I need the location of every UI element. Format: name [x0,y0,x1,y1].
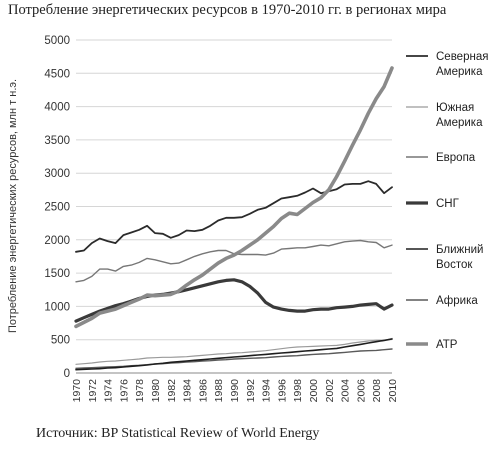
x-tick-label: 1976 [118,379,130,403]
x-tick-label: 1972 [87,379,99,403]
x-tick-label: 2002 [324,379,336,403]
x-tick-labels: 1970 1972 1974 1976 1978 1980 1982 1984 1986 1988… [71,379,399,403]
legend-label: Африка [436,295,478,307]
legend-label: СНГ [436,198,460,210]
y-tick-label: 3500 [44,135,70,147]
series-line-6 [74,66,394,329]
series-line-3 [74,278,394,323]
x-tick-label: 2006 [355,379,367,403]
chart-title: Потребление энергетических ресурсов в 19… [8,2,447,18]
x-tick-label: 1988 [213,379,225,403]
x-tick-label: 1982 [166,379,178,403]
grid-lines [76,39,392,341]
x-tick-label: 1978 [134,379,146,403]
source-note: Источник: BP Statistical Review of World… [36,426,320,441]
y-tick-label: 2000 [44,235,70,247]
legend-label: Северная [436,51,488,63]
legend-label: Америка [436,66,483,78]
x-tick-label: 1990 [229,379,241,403]
x-tick-label: 1986 [197,379,209,403]
x-tick-label: 1996 [276,379,288,403]
x-tick-label: 2008 [371,379,383,403]
x-tick-label: 2010 [387,379,399,403]
y-tick-label: 3000 [44,168,70,180]
x-tick-label: 1994 [261,379,273,403]
legend-label: Ближний [436,244,483,256]
series-line-4 [75,338,393,371]
legend-label: Восток [436,259,473,271]
y-tick-label: 0 [64,368,70,380]
x-tick-label: 1974 [103,379,115,403]
x-tick-label: 1980 [150,379,162,403]
x-tick-label: 1998 [292,379,304,403]
y-tick-label: 500 [51,335,70,347]
legend: Северная Америка Южная Америка Европа СНГ Ближ… [406,51,488,351]
series-lines [74,66,394,371]
series-line-1 [75,337,393,365]
series-line-5 [75,348,393,369]
y-tick-label: 4500 [44,68,70,80]
series-line-0 [75,180,393,253]
legend-label: АТР [436,339,458,351]
x-tick-label: 1984 [182,379,194,403]
legend-label: Южная [436,102,474,114]
y-tick-label: 1000 [44,301,70,313]
x-tick-label: 2004 [340,379,352,403]
y-tick-label: 4000 [44,102,70,114]
y-tick-label: 5000 [44,35,70,47]
y-axis-label: Потребление энергетических ресурсов, млн… [7,79,19,333]
series-line-2 [75,239,393,283]
y-tick-labels: 0 500 1000 1500 2000 2500 3000 3500 4000 4500 5000 [44,35,70,380]
y-tick-label: 1500 [44,268,70,280]
x-tick-label: 1992 [245,379,257,403]
chart-canvas: 0 500 1000 1500 2000 2500 3000 3500 4000 4500 5000… [7,35,488,403]
legend-label: Европа [436,152,476,164]
x-tick-label: 2000 [308,379,320,403]
legend-label: Америка [436,117,483,129]
y-tick-label: 2500 [44,202,70,214]
x-tick-label: 1970 [71,379,83,403]
